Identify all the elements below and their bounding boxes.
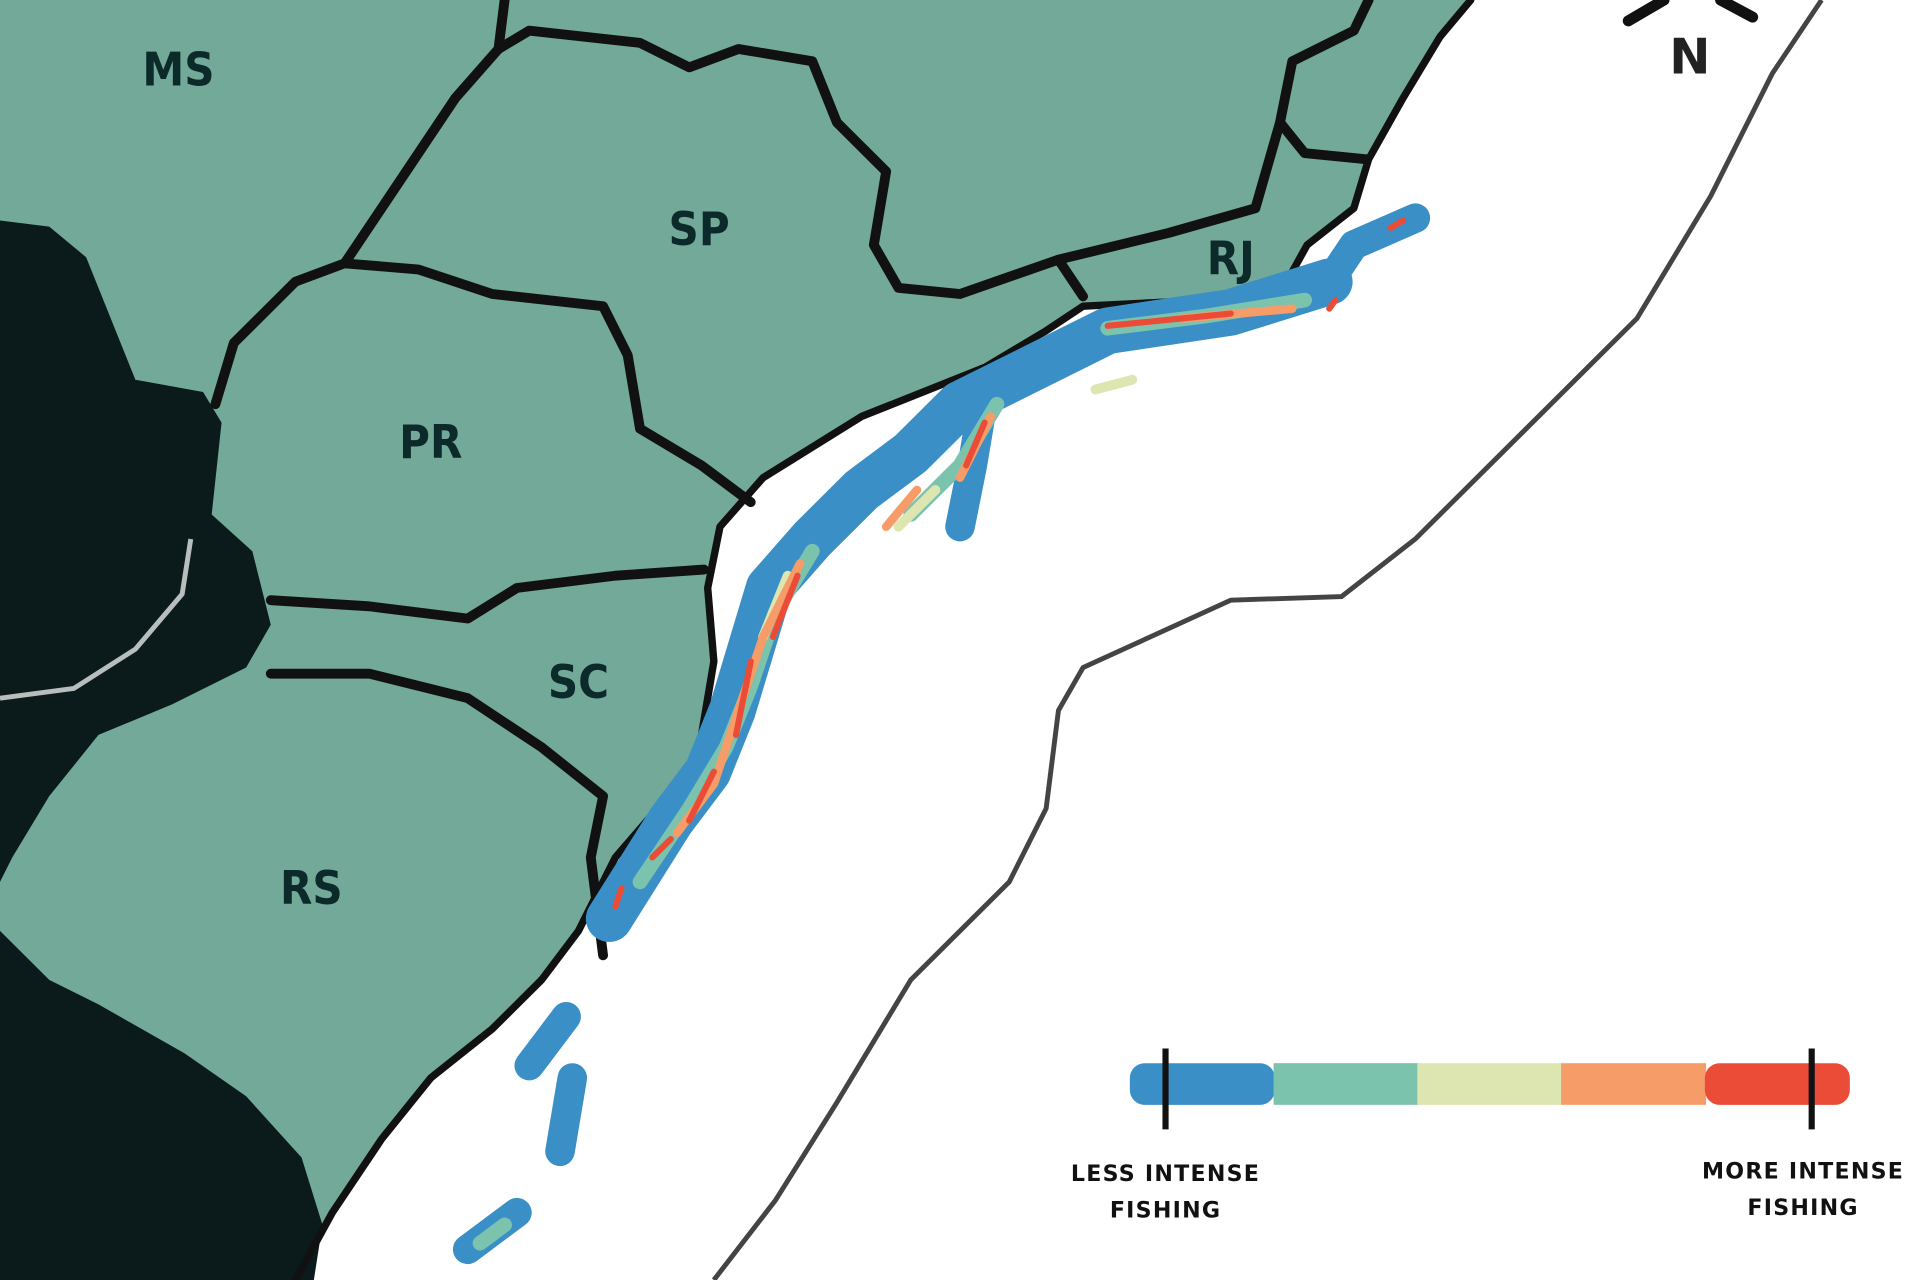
parana-river-border (0, 538, 194, 701)
state-label-sp: SP (669, 203, 730, 257)
legend-high-label-1: MORE INTENSE (1702, 1158, 1904, 1184)
heat-low-band (585, 258, 1353, 942)
legend-swatch-4 (1561, 1063, 1707, 1105)
heat-low-band-2 (452, 203, 1431, 1265)
coastline (291, 0, 1475, 1280)
land-neighbor-paraguay-argentina (0, 220, 271, 882)
border-sc-rs (265, 668, 608, 961)
border-sp-mg (493, 25, 1088, 302)
continental-shelf-line (711, 0, 1824, 1280)
north-label: N (1669, 28, 1710, 86)
legend-low-label-1: LESS INTENSE (1071, 1161, 1260, 1187)
border-rj-es (1275, 117, 1372, 165)
legend-swatch-1 (1129, 1063, 1275, 1105)
state-label-rj: RJ (1207, 232, 1255, 286)
border-ms-sp (210, 0, 510, 410)
legend-swatch-5 (1704, 1063, 1850, 1105)
legend-low-label-2: FISHING (1110, 1198, 1221, 1224)
north-arrow-icon (1622, 0, 1759, 27)
state-label-pr: PR (399, 416, 462, 470)
land-neighbor-uruguay (0, 930, 323, 1280)
state-label-ms: MS (142, 44, 214, 98)
border-pr-sc (265, 564, 709, 624)
land-brazil (0, 0, 1471, 1280)
state-label-sc: SC (548, 656, 609, 710)
legend-swatch-3 (1417, 1063, 1563, 1105)
state-borders (210, 0, 1475, 1280)
legend: LESS INTENSE FISHING MORE INTENSE FISHIN… (1071, 1048, 1904, 1224)
heat-highest (612, 217, 1407, 910)
fishing-heatmap (452, 203, 1431, 1265)
legend-high-label-2: FISHING (1747, 1195, 1858, 1221)
border-sp-pr (339, 258, 756, 508)
state-label-rs: RS (280, 862, 343, 916)
legend-swatch-2 (1273, 1063, 1419, 1105)
legend-color-bar (1129, 1063, 1850, 1105)
